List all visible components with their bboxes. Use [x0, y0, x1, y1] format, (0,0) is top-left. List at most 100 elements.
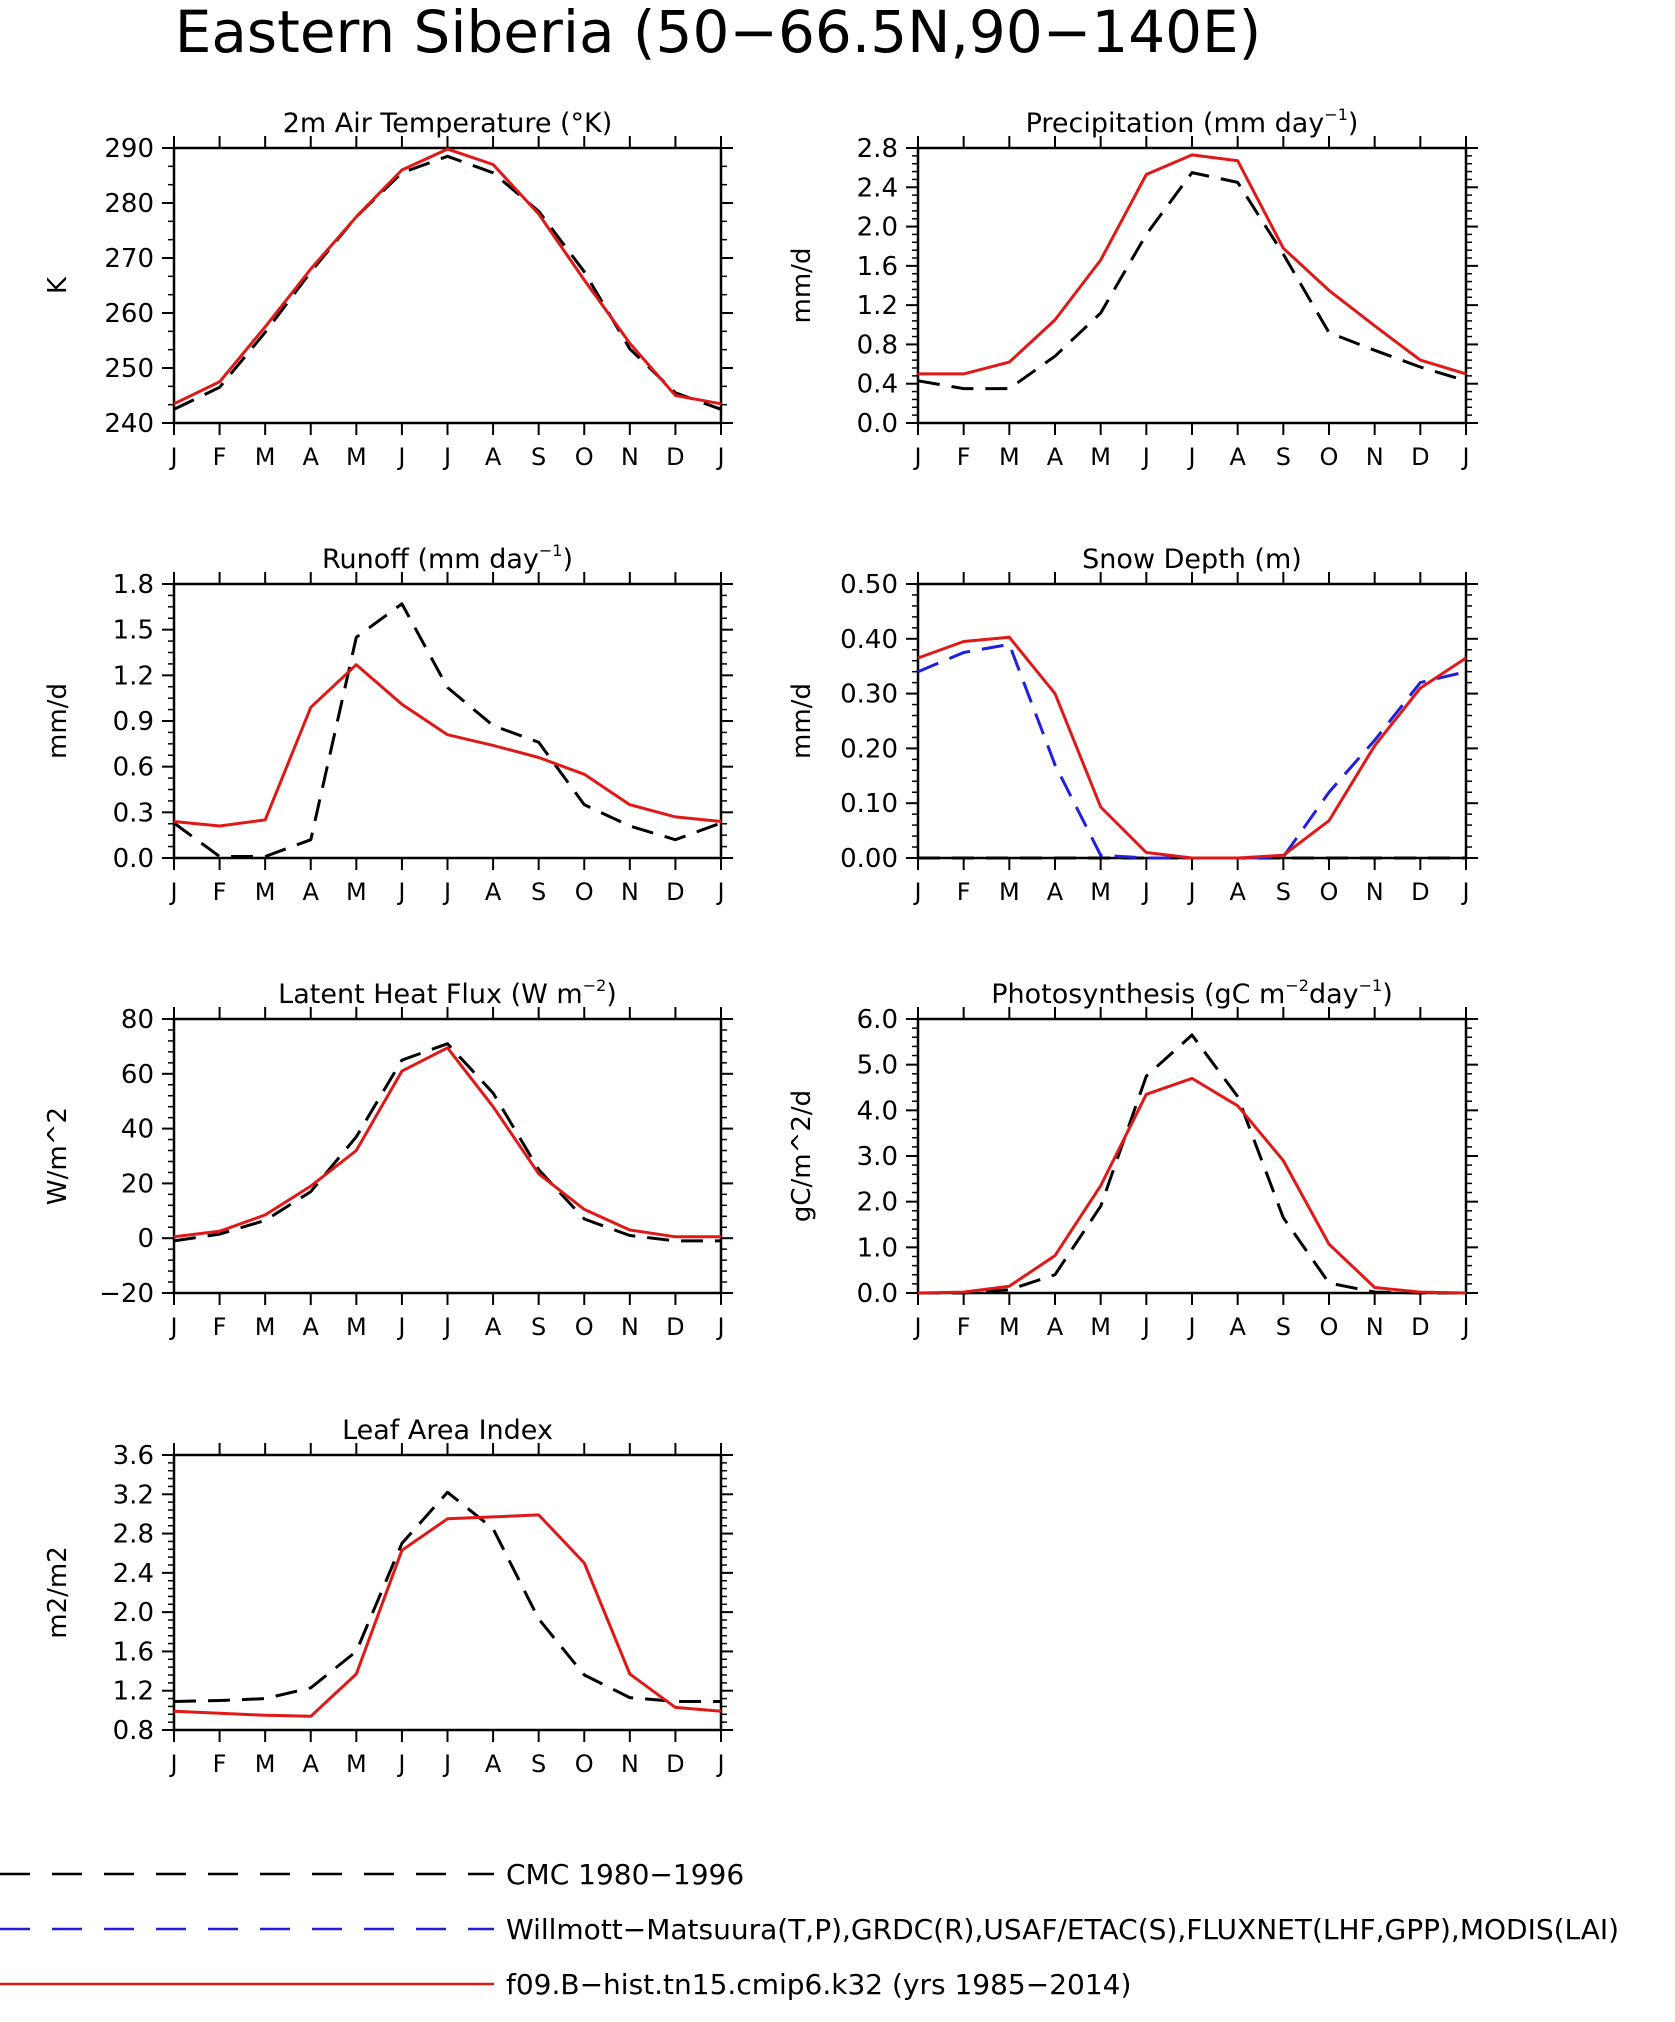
x-tick-label: J: [396, 878, 405, 906]
y-axis-label: K: [43, 276, 73, 294]
title-text: Latent Heat Flux (W m: [278, 979, 583, 1010]
legend: CMC 1980−1996 Willmott−Matsuura(T,P),GRDC…: [0, 1858, 1619, 2001]
x-tick-label: D: [666, 1750, 684, 1778]
x-tick-label: D: [1411, 443, 1429, 471]
y-tick-label: 2.4: [857, 173, 898, 203]
panel-title: Photosynthesis (gC m−2day−1): [991, 976, 1393, 1010]
x-tick-label: M: [1090, 878, 1111, 906]
x-tick-label: M: [1090, 1313, 1111, 1341]
y-tick-label: 3.2: [113, 1480, 154, 1510]
x-tick-label: O: [575, 1313, 594, 1341]
x-tick-label: J: [168, 878, 177, 906]
x-tick-label: A: [485, 878, 502, 906]
title-text: ): [1348, 108, 1359, 139]
x-tick-label: S: [531, 1313, 546, 1341]
y-tick-label: 250: [104, 354, 154, 384]
plot-frame: [172, 1453, 723, 1732]
x-tick-label: N: [1366, 1313, 1384, 1341]
legend-label: CMC 1980−1996: [506, 1858, 744, 1891]
y-tick-label: 0.40: [840, 625, 898, 655]
x-tick-label: J: [442, 1750, 451, 1778]
x-tick-label: J: [1141, 443, 1150, 471]
y-tick-label: 1.0: [857, 1233, 898, 1263]
title-superscript: −2: [1285, 976, 1309, 995]
y-tick-label: 1.6: [113, 1637, 154, 1667]
plot-frame: [916, 1017, 1468, 1295]
y-tick-label: 0.8: [857, 330, 898, 360]
y-tick-label: 0.0: [857, 409, 898, 439]
y-tick-label: 0.4: [857, 370, 898, 400]
title-text: ): [562, 544, 573, 575]
x-tick-label: J: [912, 878, 921, 906]
x-tick-label: N: [621, 878, 639, 906]
y-tick-label: 2.8: [857, 134, 898, 164]
panel-title: 2m Air Temperature (°K): [283, 108, 613, 139]
x-tick-label: O: [575, 443, 594, 471]
title-text: ): [606, 979, 617, 1010]
x-tick-label: J: [1141, 1313, 1150, 1341]
x-tick-label: A: [1047, 1313, 1064, 1341]
y-tick-label: 0.9: [113, 707, 154, 737]
x-tick-label: A: [1229, 1313, 1246, 1341]
y-tick-label: 0.0: [857, 1279, 898, 1309]
x-tick-label: J: [1141, 878, 1150, 906]
x-tick-label: M: [255, 443, 276, 471]
x-tick-label: M: [346, 443, 367, 471]
series-line-solid: [918, 153, 1467, 376]
x-tick-label: D: [666, 443, 684, 471]
x-tick-label: N: [621, 1313, 639, 1341]
x-tick-label: M: [999, 878, 1020, 906]
title-text: Snow Depth (m): [1082, 544, 1302, 575]
figure-title: Eastern Siberia (50−66.5N,90−140E): [175, 0, 1262, 66]
x-tick-label: J: [1460, 1313, 1469, 1341]
plot-frame: [172, 1017, 723, 1295]
x-tick-label: A: [1229, 443, 1246, 471]
y-tick-label: 0.20: [840, 734, 898, 764]
x-tick-label: F: [957, 1313, 971, 1341]
x-tick-label: F: [213, 443, 227, 471]
series-line-solid: [173, 1046, 721, 1239]
x-tick-label: J: [168, 1750, 177, 1778]
x-tick-label: N: [1366, 878, 1384, 906]
x-tick-label: M: [255, 878, 276, 906]
y-tick-label: 6.0: [857, 1005, 898, 1035]
plot-frame: [916, 582, 1468, 860]
chart-panel: J F M A M J J A S O N D J0.00.30.60.91.21.51.8mm/dRu…: [43, 541, 733, 906]
chart-panel: J F M A M J J A S O N D J0.81.21.62.02.42.83.23.6m2/…: [43, 1415, 733, 1778]
panel-title: Latent Heat Flux (W m−2): [278, 976, 617, 1010]
chart-panel: J F M A M J J A S O N D J0.01.02.03.04.05.06.0gC/m^2…: [787, 976, 1478, 1341]
title-text: Runoff (mm day: [322, 544, 539, 575]
y-tick-label: 290: [104, 134, 154, 164]
title-text: 2m Air Temperature (°K): [283, 108, 613, 139]
x-tick-label: J: [442, 443, 451, 471]
x-tick-label: M: [346, 1313, 367, 1341]
x-tick-label: O: [575, 1750, 594, 1778]
y-tick-label: 0.3: [113, 798, 154, 828]
title-text: Leaf Area Index: [342, 1415, 553, 1446]
y-tick-label: 1.8: [113, 570, 154, 600]
y-tick-label: 2.4: [113, 1559, 154, 1589]
x-tick-label: A: [485, 1750, 502, 1778]
x-tick-label: J: [442, 1313, 451, 1341]
x-tick-label: J: [715, 878, 724, 906]
x-tick-label: S: [1276, 1313, 1291, 1341]
x-tick-label: D: [1411, 878, 1429, 906]
x-tick-label: J: [1186, 878, 1195, 906]
chart-panel: J F M A M J J A S O N D J0.00.40.81.21.62.02.42.8mm/…: [787, 105, 1478, 471]
y-tick-label: 5.0: [857, 1051, 898, 1081]
series-line-solid: [917, 635, 1467, 860]
series-line-dashed: [918, 1033, 1466, 1295]
x-tick-label: J: [715, 443, 724, 471]
series-line-dashed: [173, 1490, 721, 1703]
y-axis-label: mm/d: [43, 683, 73, 759]
y-tick-label: 1.2: [113, 1677, 154, 1707]
plot-frame: [172, 582, 723, 860]
x-tick-label: M: [999, 1313, 1020, 1341]
y-tick-label: 3.6: [113, 1441, 154, 1471]
x-tick-label: J: [396, 443, 405, 471]
series-line-dashed: [173, 1042, 721, 1243]
x-tick-label: M: [999, 443, 1020, 471]
y-tick-label: 0.10: [840, 789, 898, 819]
